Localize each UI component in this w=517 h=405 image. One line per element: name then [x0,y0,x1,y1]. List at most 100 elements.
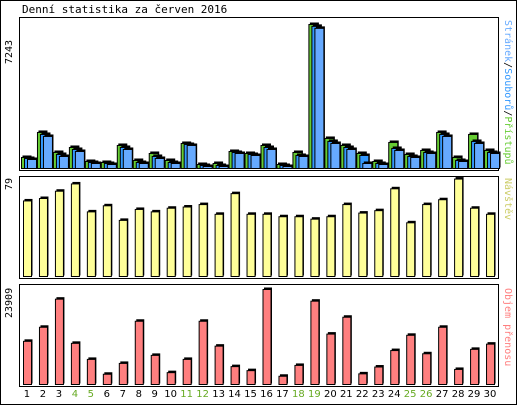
visits-bar-30 [486,213,496,277]
day-label-24: 24 [387,389,401,400]
panel-frame-0 [19,17,499,171]
visits-bar-16 [262,213,272,277]
visits-bar-5 [86,211,96,277]
top-bar-11-s2 [186,144,197,170]
volume-bar-4 [70,342,80,386]
day-label-4: 4 [71,389,79,400]
visits-bar-24 [390,188,400,277]
volume-bar-10 [166,372,176,385]
top-bar-22-s2 [362,162,373,170]
day-label-6: 6 [103,389,110,400]
volume-bar-24 [390,350,400,385]
volume-bar-5 [86,358,96,385]
day-label-28: 28 [451,389,465,400]
day-label-16: 16 [260,389,273,400]
bottom-panel-legend: Objem přenosu [502,288,513,367]
day-label-29: 29 [467,389,481,400]
visits-bar-6 [102,205,112,278]
top-bar-2-s2 [42,135,53,170]
visits-bar-27 [438,199,448,277]
visits-bar-21 [342,204,352,277]
visits-bar-15 [246,213,256,277]
top-bar-3-s2 [58,155,69,170]
legend-files: Souborů [502,68,513,111]
visits-bar-26 [422,204,432,277]
volume-bar-8 [134,320,144,385]
top-bar-1-s2 [27,158,37,170]
day-label-5: 5 [87,389,95,400]
volume-bar-21 [342,316,352,385]
volume-bar-19 [310,300,320,386]
volume-bar-23 [374,366,384,385]
volume-bar-28 [454,368,464,386]
visits-bar-12 [198,204,208,277]
volume-bar-29 [470,348,480,385]
volume-bar-3 [54,298,64,385]
volume-bar-20 [326,333,336,386]
volume-bar-22 [358,373,368,385]
top-bar-16-s2 [266,148,277,169]
top-bar-25-s2 [410,156,421,170]
top-bar-4-s2 [74,150,85,170]
top-bar-12-s2 [202,165,213,170]
middle-panel-ymax-label: 79 [4,177,15,190]
top-bar-18-s2 [298,155,309,170]
day-label-9: 9 [151,389,158,400]
visits-bar-8 [134,208,144,278]
day-label-8: 8 [135,389,142,400]
visits-bar-18 [294,216,304,278]
volume-bar-14 [230,366,240,386]
chart-title: Denní statistika za červen 2016 [22,3,228,16]
day-label-13: 13 [212,389,225,400]
top-bar-5-s2 [90,162,101,170]
visits-bar-10 [166,207,176,277]
visits-bar-19 [310,218,320,277]
day-label-7: 7 [119,389,126,400]
visits-bar-9 [150,211,160,277]
day-label-22: 22 [355,389,369,400]
visits-bar-1 [23,200,32,277]
top-panel-legend: Stránek/Souborů/Přístupů [502,20,513,165]
top-bar-13-s2 [218,165,229,170]
top-bar-28-s2 [458,160,469,169]
day-label-23: 23 [371,389,385,400]
panel-frame-1 [19,176,499,279]
volume-bar-13 [214,345,224,385]
visits-bar-17 [278,216,288,278]
top-bar-6-s2 [106,163,117,169]
volume-bar-9 [150,354,160,385]
volume-bar-15 [246,370,256,386]
volume-bar-26 [422,353,432,385]
top-bar-24-s2 [394,149,405,170]
top-bar-30-s2 [490,152,501,170]
top-bar-19-s2 [314,27,325,170]
day-label-26: 26 [419,389,433,400]
day-label-15: 15 [244,389,257,400]
top-bar-7-s2 [122,148,133,169]
visits-bar-11 [182,206,192,277]
volume-bar-11 [182,358,192,385]
top-bar-26-s2 [426,152,437,170]
legend-hits: Stránek [502,20,513,63]
top-bar-20-s2 [330,142,341,169]
volume-bar-6 [102,373,112,386]
volume-bar-18 [294,364,304,386]
visits-bar-13 [214,213,224,277]
top-bar-10-s2 [170,162,181,170]
day-label-14: 14 [228,389,241,400]
volume-bar-12 [198,320,208,385]
top-bar-9-s2 [154,157,165,169]
middle-panel-legend: Návštěv [502,178,513,221]
day-label-21: 21 [339,389,353,400]
volume-bar-7 [118,362,128,385]
top-bar-15-s2 [250,154,261,169]
top-bar-17-s2 [282,165,293,170]
volume-bar-30 [486,343,496,385]
top-bar-23-s2 [378,163,389,169]
day-label-12: 12 [196,389,209,400]
visits-bar-25 [406,222,416,277]
day-label-20: 20 [323,389,337,400]
day-label-1: 1 [23,389,31,400]
top-panel-ymax-label: 7243 [4,39,15,64]
